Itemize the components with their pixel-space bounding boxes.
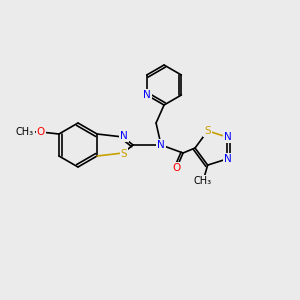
Text: CH₃: CH₃	[194, 176, 212, 186]
Text: S: S	[121, 149, 128, 159]
Text: CH₃: CH₃	[16, 127, 34, 137]
Text: N: N	[143, 90, 151, 100]
Text: N: N	[224, 132, 231, 142]
Text: N: N	[157, 140, 165, 150]
Text: N: N	[224, 154, 231, 164]
Text: O: O	[172, 163, 180, 173]
Text: O: O	[37, 127, 45, 137]
Text: N: N	[120, 131, 128, 141]
Text: S: S	[204, 126, 211, 136]
